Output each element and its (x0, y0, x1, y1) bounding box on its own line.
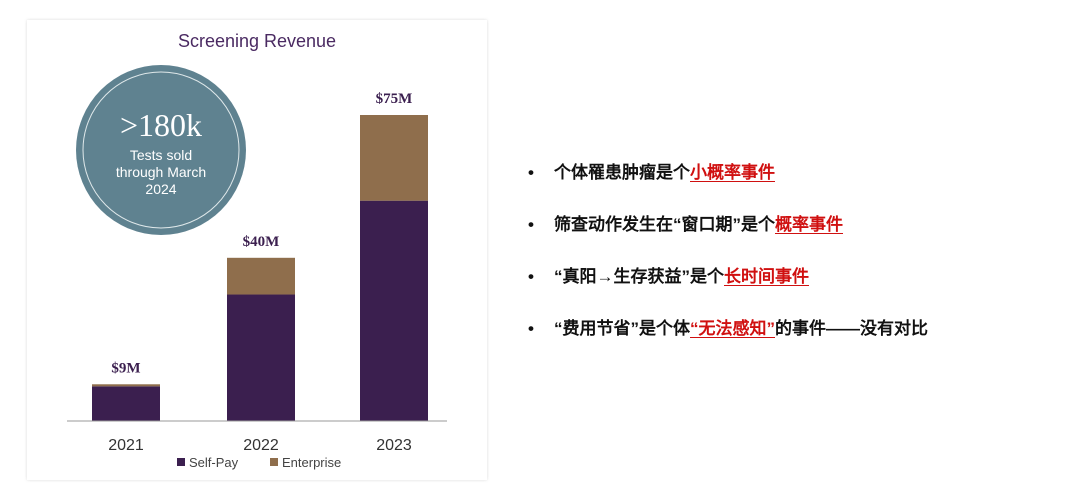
callout-text: through March (116, 164, 206, 180)
bar-self-pay-2021 (92, 386, 160, 421)
bullet-item: 个体罹患肿瘤是个小概率事件 (528, 160, 928, 212)
bar-enterprise-2021 (92, 384, 160, 387)
bullet-text-after: 的事件——没有对比 (775, 319, 928, 338)
callout-ring (82, 71, 240, 229)
total-label: $75M (376, 91, 413, 107)
bullet-item: “真阳→生存获益”是个长时间事件 (528, 264, 928, 316)
total-label: $9M (111, 360, 140, 376)
chart-panel: Screening Revenue $9M 2021 $40M 2022 $75M 2023… (27, 20, 487, 480)
callout-text: Tests sold (130, 147, 192, 163)
callout-value: >180k (120, 107, 202, 143)
chart-title: Screening Revenue (178, 31, 336, 51)
bullet-highlight: “无法感知” (690, 319, 775, 338)
callout-text: 2024 (145, 181, 176, 197)
bullet-list: 个体罹患肿瘤是个小概率事件 筛查动作发生在“窗口期”是个概率事件 “真阳→生存获… (528, 160, 928, 368)
bullet-text: “真阳→生存获益”是个 (554, 267, 724, 286)
x-tick-label: 2021 (108, 437, 144, 454)
legend-swatch (177, 458, 185, 466)
bullet-text: “费用节省”是个体 (554, 319, 690, 338)
x-tick-label: 2022 (243, 437, 279, 454)
screening-revenue-chart: Screening Revenue $9M 2021 $40M 2022 $75M 2023… (67, 31, 447, 470)
bar-enterprise-2022 (227, 257, 295, 295)
bullet-item: 筛查动作发生在“窗口期”是个概率事件 (528, 212, 928, 264)
x-tick-label: 2023 (376, 437, 412, 454)
legend-label: Enterprise (282, 455, 341, 470)
total-label: $40M (243, 234, 280, 250)
bar-self-pay-2023 (360, 200, 428, 421)
bullet-highlight: 小概率事件 (690, 163, 775, 182)
legend-label: Self-Pay (189, 455, 239, 470)
bullet-highlight: 长时间事件 (724, 267, 809, 286)
bullet-highlight: 概率事件 (775, 215, 843, 234)
callout-circle (76, 65, 246, 235)
bar-enterprise-2023 (360, 115, 428, 201)
bullet-item: “费用节省”是个体“无法感知”的事件——没有对比 (528, 316, 928, 368)
bullet-text: 筛查动作发生在“窗口期”是个 (554, 215, 775, 234)
bar-self-pay-2022 (227, 294, 295, 421)
legend-swatch (270, 458, 278, 466)
bullet-text: 个体罹患肿瘤是个 (554, 163, 690, 182)
